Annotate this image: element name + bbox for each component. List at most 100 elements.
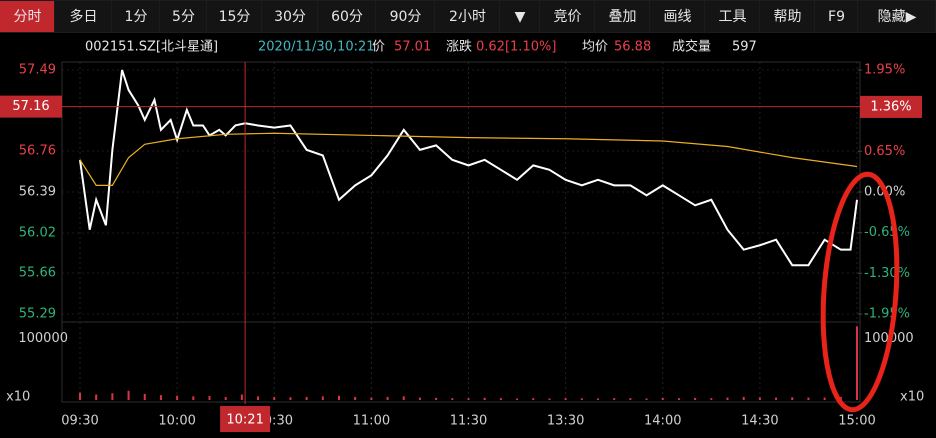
volume-bar — [629, 398, 632, 400]
crosshair-y-label: 57.16 — [12, 99, 49, 114]
volume-bar — [370, 397, 373, 400]
tab[interactable] — [0, 1, 54, 32]
tab[interactable] — [705, 1, 759, 32]
change: 0.62[1.10%] — [476, 40, 556, 55]
volume-bar — [613, 398, 616, 400]
datetime: 2020/11/30,10:21 — [258, 40, 375, 55]
x-tick-label: 11:00 — [353, 414, 390, 429]
volume-bar — [726, 397, 729, 400]
y-tick-label: 56.02 — [19, 226, 56, 241]
avg-label: 均价 — [582, 40, 608, 55]
y-tick-label: 56.39 — [19, 185, 56, 200]
avg: 56.88 — [614, 40, 651, 55]
volume-bar — [807, 397, 810, 400]
volume-bar — [305, 396, 308, 400]
volume-bar — [354, 396, 357, 400]
plot: 57.49 56.76 56.39 56.02 55.66 55.29 1.95% 0.65%… — [0, 62, 924, 432]
volume-bar — [645, 398, 648, 400]
tab[interactable] — [207, 1, 261, 32]
tab[interactable] — [435, 1, 499, 32]
volume-bar — [580, 398, 583, 400]
volume-bar — [95, 394, 98, 400]
volume-bar — [127, 390, 130, 400]
tab-label[interactable]: 30分 — [274, 9, 306, 25]
tab-label[interactable]: 叠加 — [609, 9, 637, 25]
tab[interactable] — [815, 1, 857, 32]
volume-bar — [257, 396, 260, 400]
tab-label[interactable]: 工具 — [719, 9, 747, 25]
average-line — [79, 132, 858, 186]
info-line: 002151.SZ[北斗星通] 2020/11/30,10:21 价 57.01… — [85, 39, 757, 55]
volume-bar — [677, 398, 680, 400]
tab-label[interactable]: F9 — [828, 9, 845, 25]
price-label: 价 — [372, 40, 385, 55]
volume-label: 成交量 — [672, 39, 711, 55]
crosshair-y-box — [0, 95, 62, 118]
tab-bar: 分时 多日 1分 5分 15分 30分 60分 90分 2小时 ▼ 竞价 叠加 画线 工具 帮助 F9 隐藏▶ — [0, 1, 935, 32]
volume-bar — [775, 397, 778, 400]
tab-label[interactable]: 15分 — [219, 9, 251, 25]
volume-bar — [79, 392, 81, 400]
y-tick-label: 57.49 — [19, 63, 56, 78]
volume-bar — [823, 397, 826, 400]
volume-bar — [758, 397, 761, 400]
crosshair-y2-box — [860, 95, 922, 118]
tab-label[interactable]: 2小时 — [449, 9, 486, 25]
tab-label[interactable]: 5分 — [172, 9, 195, 25]
tab[interactable] — [376, 1, 434, 32]
tab[interactable] — [650, 1, 704, 32]
volume-bar — [159, 395, 162, 400]
price: 57.01 — [394, 40, 431, 55]
tab-label[interactable]: 帮助 — [774, 9, 802, 25]
volume-bar — [516, 398, 519, 400]
volume-bar — [791, 397, 794, 400]
volume-bar — [548, 398, 551, 400]
volume-bar — [338, 395, 340, 400]
volume-bar — [176, 395, 179, 400]
tab[interactable] — [760, 1, 814, 32]
highlight-circle — [820, 171, 900, 413]
tab-label[interactable]: 分时 — [14, 9, 42, 25]
tab[interactable] — [540, 1, 594, 32]
volume-bar — [694, 397, 697, 400]
y2-tick-label: -0.65% — [864, 225, 910, 240]
volume: 597 — [732, 40, 757, 55]
y2-tick-label: 1.95% — [864, 63, 905, 78]
tab[interactable] — [55, 1, 111, 32]
y2-tick-label: -1.30% — [864, 266, 910, 281]
volume-bar — [532, 398, 535, 400]
volume-bar — [856, 326, 858, 400]
x-tick-label: 11:30 — [450, 414, 487, 429]
volume-bar — [483, 397, 486, 400]
tab[interactable] — [160, 1, 206, 32]
volume-bar — [499, 398, 502, 400]
x-tick-label: 13:30 — [547, 414, 584, 429]
tab[interactable] — [500, 1, 539, 32]
tab[interactable] — [318, 1, 375, 32]
tab-label[interactable]: 画线 — [664, 9, 692, 25]
tab-label[interactable]: 60分 — [331, 9, 363, 25]
volume-bar — [273, 396, 276, 400]
x-tick-label: 15:00 — [838, 414, 875, 429]
volume-bar — [435, 397, 438, 400]
x-tick-label: 14:00 — [644, 414, 681, 429]
volume-bar — [208, 396, 211, 400]
tab[interactable] — [262, 1, 317, 32]
y2-tick-label: 0.65% — [864, 144, 905, 159]
volume-bar — [143, 393, 146, 400]
tab-label[interactable]: 90分 — [390, 9, 422, 25]
tab-label[interactable]: 1分 — [125, 9, 148, 25]
tab-label[interactable]: 竞价 — [554, 8, 582, 25]
y-tick-label: 55.29 — [19, 307, 56, 322]
volume-bar — [386, 396, 389, 400]
x-tick-label: 10:00 — [158, 414, 195, 429]
tab[interactable] — [858, 1, 935, 32]
tab[interactable] — [595, 1, 649, 32]
tab-label[interactable]: 多日 — [70, 8, 98, 25]
tab-label[interactable]: ▼ — [515, 9, 526, 25]
y2-tick-label: -1.95% — [864, 307, 910, 322]
tab-label[interactable]: 隐藏▶ — [878, 9, 917, 25]
tab[interactable] — [112, 1, 159, 32]
volume-bar — [192, 396, 195, 400]
